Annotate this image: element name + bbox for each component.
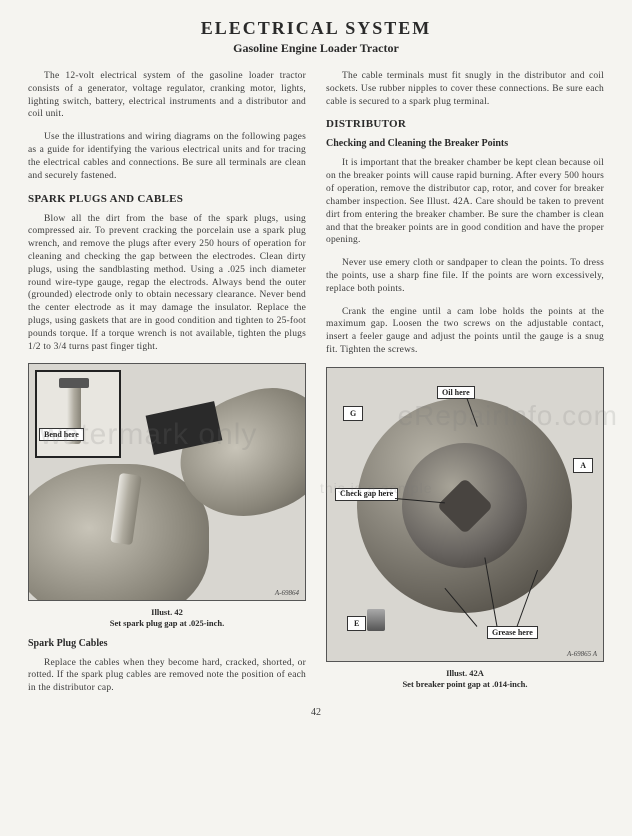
page-subtitle: Gasoline Engine Loader Tractor [28,41,604,56]
figure-42a: Oil here Check gap here Grease here G A … [326,367,604,662]
inset-box: Bend here [35,370,121,458]
label-grease-here: Grease here [487,626,538,639]
figure-42a-caption: Illust. 42A Set breaker point gap at .01… [326,668,604,690]
page-title: ELECTRICAL SYSTEM [28,18,604,39]
label-check-gap: Check gap here [335,488,398,501]
terminals-para: The cable terminals must fit snugly in t… [326,70,604,108]
label-g: G [343,406,363,421]
subsection-breaker-points: Checking and Cleaning the Breaker Points [326,138,604,149]
spark-plug-para: Blow all the dirt from the base of the s… [28,213,306,354]
subsection-spark-plug-cables: Spark Plug Cables [28,638,306,649]
plug-top [59,378,89,388]
figure-code-42a: A-69865 A [567,650,597,658]
label-bend-here: Bend here [39,428,84,441]
caption-title-42a: Illust. 42A [446,668,484,678]
figure-42: Bend here A-69864 [28,363,306,601]
label-e: E [347,616,366,631]
left-column: The 12-volt electrical system of the gas… [28,70,306,705]
intro-para-1: The 12-volt electrical system of the gas… [28,70,306,121]
section-distributor: DISTRIBUTOR [326,118,604,130]
caption-text: Set spark plug gap at .025-inch. [110,618,225,628]
right-column: The cable terminals must fit snugly in t… [326,70,604,705]
cables-para: Replace the cables when they become hard… [28,657,306,695]
figure-42-caption: Illust. 42 Set spark plug gap at .025-in… [28,607,306,629]
label-a: A [573,458,593,473]
figure-code-42: A-69864 [275,589,299,597]
distributor-para-1: It is important that the breaker chamber… [326,157,604,247]
manual-page: ELECTRICAL SYSTEM Gasoline Engine Loader… [0,0,632,730]
page-number: 42 [28,707,604,718]
distributor-para-2: Never use emery cloth or sandpaper to cl… [326,257,604,295]
caption-text-42a: Set breaker point gap at .014-inch. [402,679,527,689]
intro-para-2: Use the illustrations and wiring diagram… [28,131,306,182]
label-oil-here: Oil here [437,386,475,399]
two-column-layout: The 12-volt electrical system of the gas… [28,70,604,705]
caption-title: Illust. 42 [151,607,183,617]
bolt [367,609,385,631]
section-spark-plugs: SPARK PLUGS AND CABLES [28,193,306,205]
distributor-para-3: Crank the engine until a cam lobe holds … [326,306,604,357]
